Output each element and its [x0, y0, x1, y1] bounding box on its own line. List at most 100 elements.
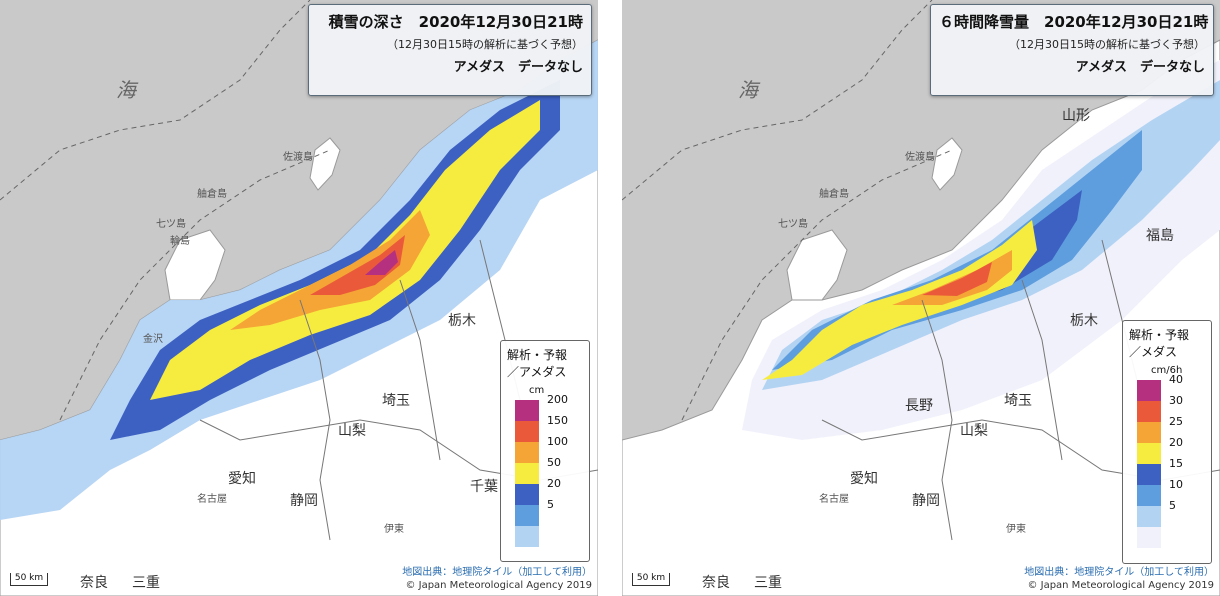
sea-label: 海	[738, 78, 758, 102]
legend-label: 30	[1169, 394, 1183, 407]
legend-title-line1: 解析・予報	[507, 348, 568, 362]
pref-nara: 奈良	[702, 575, 730, 591]
legend-row: 5	[1129, 499, 1205, 527]
pref-saitama: 埼玉	[382, 393, 410, 409]
legend-row: 100	[507, 435, 583, 463]
place-hegura: 舳倉島	[197, 189, 227, 200]
map-title-box: ６時間降雪量 2020年12月30日21時 （12月30日15時の解析に基づく予…	[930, 4, 1214, 96]
legend-swatch	[1137, 401, 1161, 422]
legend-swatch	[515, 526, 539, 547]
credit-box: 地図出典：地理院タイル（加工して利用） © Japan Meteorologic…	[376, 564, 596, 594]
legend-label: 5	[1169, 499, 1176, 512]
pref-shizuoka: 静岡	[912, 493, 940, 509]
legend-swatch	[515, 463, 539, 484]
pref-yamanashi: 山梨	[960, 423, 988, 439]
place-nanatsu: 七ツ島	[778, 219, 808, 230]
legend-swatch	[1137, 485, 1161, 506]
legend-label: 5	[547, 498, 554, 511]
pref-aichi: 愛知	[850, 471, 878, 487]
legend-swatch	[515, 505, 539, 526]
place-nagoya: 名古屋	[819, 494, 849, 505]
pref-mie: 三重	[754, 575, 782, 591]
legend-row: 25	[1129, 415, 1205, 443]
place-nanatsu: 七ツ島	[156, 219, 186, 230]
legend-swatch	[1137, 527, 1161, 548]
legend-label: 20	[1169, 436, 1183, 449]
sea-label: 海	[116, 78, 136, 102]
legend-label: 10	[1169, 478, 1183, 491]
legend-title-line1: 解析・予報	[1129, 328, 1190, 342]
legend-row: 10	[1129, 478, 1205, 506]
copyright-text: © Japan Meteorological Agency 2019	[405, 580, 592, 591]
map-title: ６時間降雪量 2020年12月30日21時	[939, 13, 1209, 31]
map-subtitle: （12月30日15時の解析に基づく予想）	[1009, 38, 1205, 51]
legend-swatch	[1137, 422, 1161, 443]
legend-row: 200	[507, 393, 583, 421]
snow-depth-map-panel[interactable]: 海 佐渡島 舳倉島 七ツ島 輪島 金沢 栃木 埼玉 山梨 静岡 愛知 名古屋 千…	[0, 0, 598, 596]
pref-nagano: 長野	[905, 398, 933, 414]
place-hegura: 舳倉島	[819, 189, 849, 200]
legend-row	[1129, 527, 1205, 548]
pref-nara: 奈良	[80, 575, 108, 591]
legend-row: 5	[507, 498, 583, 526]
snowfall-6h-map-panel[interactable]: 海 佐渡島 舳倉島 七ツ島 山形 福島 栃木 長野 埼玉 山梨 静岡 愛知 名古…	[622, 0, 1220, 596]
pref-yamagata: 山形	[1062, 108, 1090, 124]
legend-label: 40	[1169, 373, 1183, 386]
pref-tochigi: 栃木	[1070, 313, 1098, 329]
map-title-box: 積雪の深さ 2020年12月30日21時 （12月30日15時の解析に基づく予想…	[308, 4, 592, 96]
amedas-note: アメダス データなし	[453, 60, 583, 75]
snow-depth-map	[0, 0, 598, 596]
legend-swatch	[515, 421, 539, 442]
legend-rows: 200 150 100 50 20 5	[507, 393, 583, 547]
legend: 解析・予報 ／アメダス cm 200 150 100 50 20 5	[500, 340, 590, 562]
legend-row: 20	[507, 477, 583, 505]
legend-row: 15	[1129, 457, 1205, 485]
legend-swatch	[515, 400, 539, 421]
legend-row: 40	[1129, 373, 1205, 401]
legend-row: 50	[507, 456, 583, 484]
map-source-link[interactable]: 地図出典：地理院タイル（加工して利用）	[402, 567, 592, 578]
legend-swatch	[515, 484, 539, 505]
map-subtitle: （12月30日15時の解析に基づく予想）	[387, 38, 583, 51]
pref-mie: 三重	[132, 575, 160, 591]
legend-swatch	[1137, 464, 1161, 485]
snowfall-6h-map	[622, 0, 1220, 596]
place-izu: 伊東	[1006, 524, 1026, 535]
place-sado: 佐渡島	[905, 152, 935, 163]
pref-fukushima: 福島	[1146, 228, 1174, 244]
legend-swatch	[1137, 380, 1161, 401]
legend-label: 25	[1169, 415, 1183, 428]
legend-row: 20	[1129, 436, 1205, 464]
legend-unit: cm/6h	[1151, 365, 1183, 376]
legend-row: 150	[507, 414, 583, 442]
place-sado: 佐渡島	[283, 152, 313, 163]
map-source-link[interactable]: 地図出典：地理院タイル（加工して利用）	[1024, 567, 1214, 578]
legend-rows: 40 30 25 20 15 10 5	[1129, 373, 1205, 548]
place-kanazawa: 金沢	[143, 334, 163, 345]
legend-title-line2: ／メダス	[1129, 345, 1178, 359]
legend-title-line2: ／アメダス	[507, 365, 567, 379]
legend-label: 50	[547, 456, 561, 469]
legend: 解析・予報 ／メダス cm/6h 40 30 25 20 15 10 5	[1122, 320, 1212, 564]
legend-row	[507, 526, 583, 547]
legend-swatch	[1137, 506, 1161, 527]
legend-label: 20	[547, 477, 561, 490]
copyright-text: © Japan Meteorological Agency 2019	[1027, 580, 1214, 591]
legend-label: 15	[1169, 457, 1183, 470]
legend-swatch	[1137, 443, 1161, 464]
legend-label: 100	[547, 435, 568, 448]
legend-swatch	[515, 442, 539, 463]
scale-bar: 50 km	[632, 573, 670, 586]
pref-aichi: 愛知	[228, 471, 256, 487]
pref-shizuoka: 静岡	[290, 493, 318, 509]
pref-tochigi: 栃木	[448, 313, 476, 329]
pref-saitama: 埼玉	[1004, 393, 1032, 409]
pref-chiba: 千葉	[470, 479, 498, 495]
legend-label: 200	[547, 393, 568, 406]
place-wajima: 輪島	[170, 236, 190, 247]
pref-yamanashi: 山梨	[338, 423, 366, 439]
amedas-note: アメダス データなし	[1075, 60, 1205, 75]
legend-row: 30	[1129, 394, 1205, 422]
place-izu: 伊東	[384, 524, 404, 535]
place-nagoya: 名古屋	[197, 494, 227, 505]
